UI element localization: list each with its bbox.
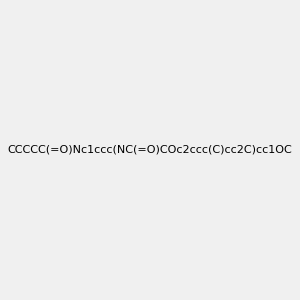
Text: CCCCC(=O)Nc1ccc(NC(=O)COc2ccc(C)cc2C)cc1OC: CCCCC(=O)Nc1ccc(NC(=O)COc2ccc(C)cc2C)cc1… (8, 145, 292, 155)
